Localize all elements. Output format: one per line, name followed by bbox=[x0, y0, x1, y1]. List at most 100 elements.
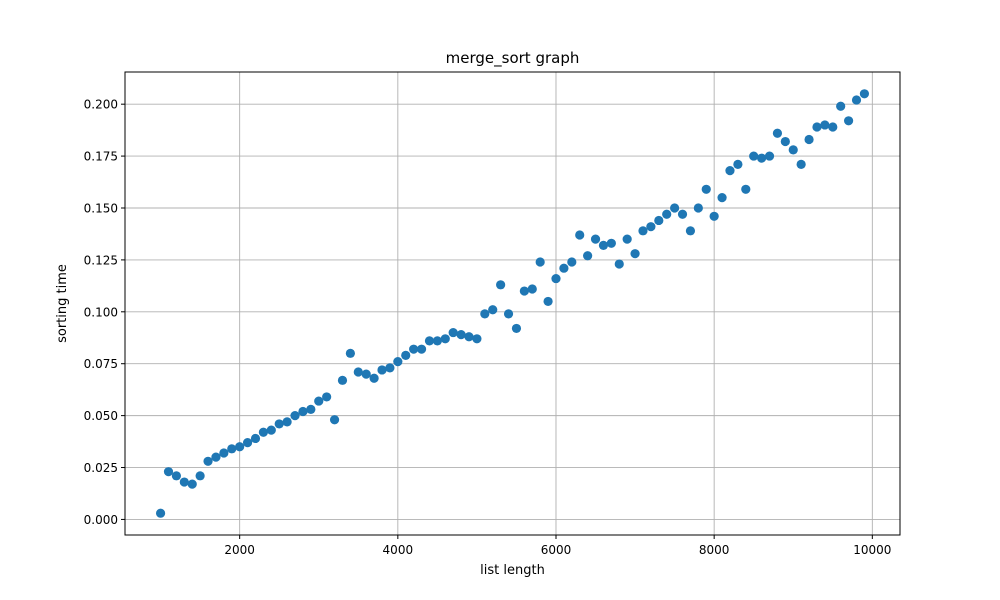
data-point bbox=[456, 330, 466, 340]
data-point bbox=[859, 89, 870, 99]
data-point bbox=[155, 508, 166, 518]
data-point bbox=[424, 336, 435, 346]
y-tick-label: 0.175 bbox=[84, 150, 118, 164]
data-point bbox=[235, 442, 245, 452]
y-tick-label: 0.100 bbox=[84, 305, 118, 319]
data-point bbox=[701, 184, 711, 194]
data-point bbox=[804, 134, 814, 145]
data-point bbox=[187, 479, 197, 489]
data-point bbox=[543, 296, 553, 307]
data-point bbox=[377, 365, 387, 375]
data-point bbox=[725, 166, 735, 176]
plot-background bbox=[125, 72, 900, 535]
plot-frame bbox=[124, 71, 901, 536]
data-point bbox=[282, 417, 292, 427]
y-tick-label: 0.125 bbox=[84, 253, 118, 267]
data-point bbox=[266, 425, 276, 435]
data-point bbox=[685, 226, 696, 236]
data-point bbox=[322, 392, 332, 402]
data-point bbox=[843, 116, 854, 126]
y-axis-label: sorting time bbox=[55, 264, 70, 343]
data-point bbox=[258, 427, 268, 437]
data-point bbox=[274, 419, 284, 429]
data-point bbox=[820, 120, 830, 130]
data-point bbox=[306, 404, 316, 414]
data-point bbox=[646, 222, 656, 232]
data-point bbox=[780, 136, 790, 147]
data-point bbox=[227, 444, 237, 454]
data-point bbox=[472, 334, 482, 344]
data-point bbox=[179, 477, 189, 487]
data-point bbox=[416, 344, 427, 354]
data-point bbox=[654, 215, 664, 226]
data-point bbox=[432, 336, 442, 346]
data-point bbox=[203, 456, 213, 466]
data-point bbox=[361, 369, 371, 379]
x-tick-label: 10000 bbox=[853, 543, 891, 557]
data-point bbox=[527, 284, 537, 294]
data-point bbox=[836, 101, 846, 111]
data-point bbox=[575, 230, 585, 240]
y-tick-label: 0.050 bbox=[84, 409, 118, 423]
data-point bbox=[757, 153, 767, 163]
data-point bbox=[598, 240, 609, 250]
data-point bbox=[393, 357, 403, 367]
data-point bbox=[677, 209, 688, 219]
y-tick-label: 0.000 bbox=[84, 513, 118, 527]
data-point bbox=[503, 309, 514, 319]
data-point bbox=[796, 159, 806, 169]
x-tick-label: 4000 bbox=[383, 543, 414, 557]
data-point bbox=[480, 309, 490, 319]
data-point bbox=[329, 415, 340, 425]
data-point bbox=[219, 448, 229, 458]
data-point bbox=[211, 452, 221, 462]
data-point bbox=[163, 467, 174, 477]
data-point bbox=[812, 122, 822, 132]
data-point bbox=[519, 286, 529, 296]
data-point bbox=[171, 471, 182, 481]
data-point bbox=[464, 332, 474, 342]
data-point bbox=[250, 433, 261, 444]
x-tick-label: 6000 bbox=[541, 543, 572, 557]
data-point bbox=[369, 373, 379, 383]
data-point bbox=[409, 344, 419, 354]
data-point bbox=[622, 234, 632, 244]
data-point bbox=[535, 257, 545, 267]
data-point bbox=[693, 203, 703, 213]
x-tick-label: 2000 bbox=[224, 543, 255, 557]
data-point bbox=[733, 159, 743, 169]
data-point bbox=[828, 122, 838, 132]
data-point bbox=[851, 95, 862, 105]
data-point bbox=[440, 334, 450, 344]
y-axis: 0.000 0.025 0.050 0.075 0.100 0.125 0.150 0.175… bbox=[84, 98, 125, 527]
y-tick-label: 0.075 bbox=[84, 357, 118, 371]
data-point bbox=[298, 406, 308, 417]
data-point bbox=[709, 211, 719, 221]
data-point bbox=[290, 411, 300, 421]
data-point bbox=[764, 151, 775, 161]
data-point bbox=[448, 327, 458, 338]
data-point bbox=[662, 209, 672, 219]
data-point bbox=[345, 348, 355, 358]
data-point bbox=[559, 263, 569, 273]
data-point bbox=[590, 234, 601, 244]
data-point bbox=[638, 226, 648, 236]
data-point bbox=[488, 305, 498, 315]
data-point bbox=[614, 259, 624, 269]
chart-title: merge_sort graph bbox=[446, 49, 580, 68]
data-point bbox=[551, 273, 561, 284]
data-point bbox=[401, 350, 411, 361]
data-point bbox=[242, 438, 253, 448]
x-axis-label: list length bbox=[480, 563, 545, 578]
data-point bbox=[337, 375, 348, 385]
y-tick-label: 0.200 bbox=[84, 98, 118, 112]
data-point bbox=[606, 238, 616, 248]
y-tick-label: 0.025 bbox=[84, 461, 118, 475]
data-point bbox=[353, 367, 363, 377]
data-point bbox=[511, 323, 522, 334]
y-tick-label: 0.150 bbox=[84, 201, 118, 215]
data-point bbox=[496, 280, 506, 290]
data-point bbox=[670, 203, 680, 213]
